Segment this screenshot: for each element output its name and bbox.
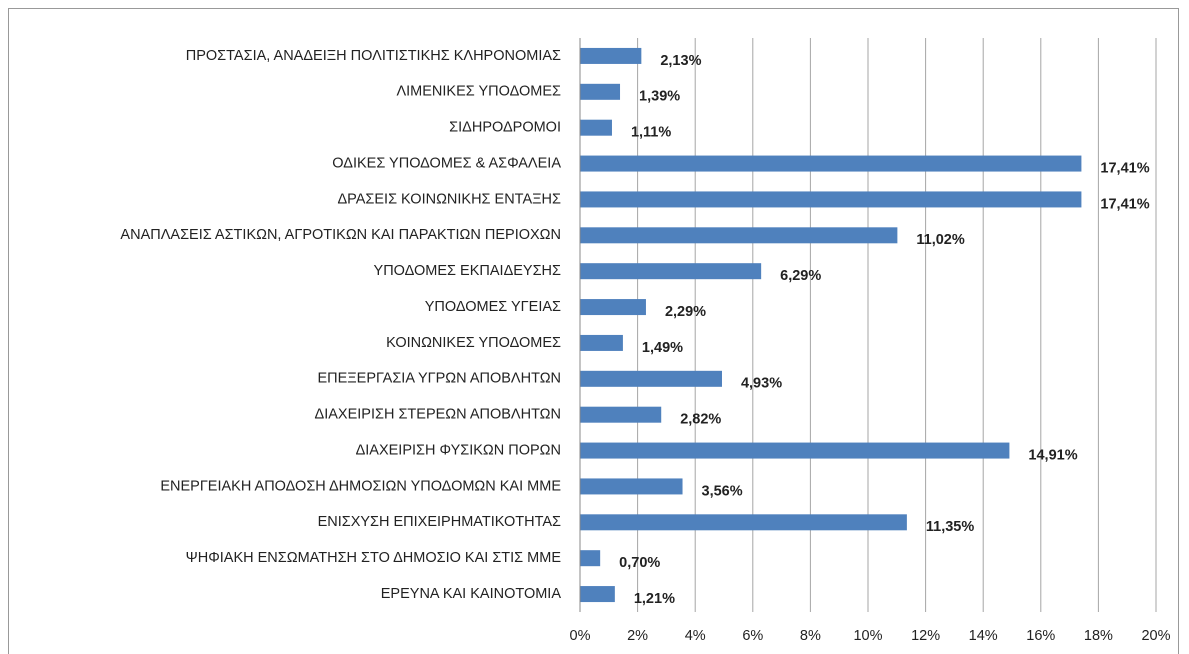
bar — [580, 586, 615, 603]
x-tick-label: 4% — [685, 628, 706, 644]
bar — [580, 478, 683, 495]
value-label: 17,41% — [1100, 196, 1149, 212]
category-label: ΕΝΙΣΧΥΣΗ ΕΠΙΧΕΙΡΗΜΑΤΙΚΟΤΗΤΑΣ — [318, 514, 561, 530]
category-label: ΛΙΜΕΝΙΚΕΣ ΥΠΟΔΟΜΕΣ — [396, 84, 561, 100]
bar — [580, 263, 762, 280]
bar — [580, 442, 1010, 459]
x-tick-label: 16% — [1026, 628, 1055, 644]
x-tick-label: 10% — [853, 628, 882, 644]
chart-frame — [8, 8, 1179, 654]
value-label: 2,29% — [665, 304, 706, 320]
category-label: ΚΟΙΝΩΝΙΚΕΣ ΥΠΟΔΟΜΕΣ — [386, 335, 561, 351]
bar — [580, 334, 623, 351]
x-tick-label: 0% — [570, 628, 591, 644]
x-tick-label: 12% — [911, 628, 940, 644]
bar — [580, 47, 642, 64]
category-label: ΟΔΙΚΕΣ ΥΠΟΔΟΜΕΣ & ΑΣΦΑΛΕΙΑ — [332, 155, 561, 171]
category-label: ΑΝΑΠΛΑΣΕΙΣ ΑΣΤΙΚΩΝ, ΑΓΡΟΤΙΚΩΝ ΚΑΙ ΠΑΡΑΚΤ… — [120, 227, 561, 243]
category-label: ΔΡΑΣΕΙΣ ΚΟΙΝΩΝΙΚΗΣ ΕΝΤΑΞΗΣ — [337, 191, 561, 207]
x-tick-label: 8% — [800, 628, 821, 644]
category-label: ΣΙΔΗΡΟΔΡΟΜΟΙ — [449, 120, 561, 136]
bar — [580, 191, 1082, 208]
x-tick-label: 20% — [1141, 628, 1170, 644]
category-label: ΠΡΟΣΤΑΣΙΑ, ΑΝΑΔΕΙΞΗ ΠΟΛΙΤΙΣΤΙΚΗΣ ΚΛΗΡΟΝΟ… — [186, 48, 561, 64]
value-label: 2,13% — [660, 53, 701, 69]
bar — [580, 370, 722, 387]
bar — [580, 406, 662, 423]
category-label: ΔΙΑΧΕΙΡΙΣΗ ΦΥΣΙΚΩΝ ΠΟΡΩΝ — [356, 442, 561, 458]
value-label: 1,39% — [639, 89, 680, 105]
bar — [580, 119, 612, 136]
bar — [580, 227, 898, 244]
value-label: 3,56% — [702, 483, 743, 499]
value-label: 1,49% — [642, 340, 683, 356]
value-label: 14,91% — [1028, 447, 1077, 463]
value-label: 1,21% — [634, 591, 675, 607]
x-tick-label: 18% — [1084, 628, 1113, 644]
category-label: ΕΝΕΡΓΕΙΑΚΗ ΑΠΟΔΟΣΗ ΔΗΜΟΣΙΩΝ ΥΠΟΔΟΜΩΝ ΚΑΙ… — [160, 478, 561, 494]
x-tick-label: 6% — [742, 628, 763, 644]
value-label: 1,11% — [631, 125, 671, 141]
value-label: 11,35% — [926, 519, 974, 535]
category-label: ΕΠΕΞΕΡΓΑΣΙΑ ΥΓΡΩΝ ΑΠΟΒΛΗΤΩΝ — [317, 371, 561, 387]
category-label: ΕΡΕΥΝΑ ΚΑΙ ΚΑΙΝΟΤΟΜΙΑ — [381, 586, 562, 602]
bar — [580, 550, 601, 567]
bar — [580, 299, 646, 316]
x-tick-label: 14% — [969, 628, 998, 644]
value-label: 0,70% — [619, 555, 660, 571]
bar — [580, 83, 621, 100]
bar — [580, 155, 1082, 172]
value-label: 6,29% — [780, 268, 821, 284]
value-label: 4,93% — [741, 376, 782, 392]
category-label: ΔΙΑΧΕΙΡΙΣΗ ΣΤΕΡΕΩΝ ΑΠΟΒΛΗΤΩΝ — [315, 407, 561, 423]
category-label: ΥΠΟΔΟΜΕΣ ΥΓΕΙΑΣ — [425, 299, 561, 315]
category-label: ΥΠΟΔΟΜΕΣ ΕΚΠΑΙΔΕΥΣΗΣ — [374, 263, 561, 279]
value-label: 17,41% — [1100, 160, 1149, 176]
value-label: 2,82% — [680, 412, 721, 428]
value-label: 11,02% — [916, 232, 964, 248]
category-label: ΨΗΦΙΑΚΗ ΕΝΣΩΜΑΤΗΣΗ ΣΤΟ ΔΗΜΟΣΙΟ ΚΑΙ ΣΤΙΣ … — [186, 550, 562, 566]
x-tick-label: 2% — [627, 628, 648, 644]
bar — [580, 514, 907, 531]
